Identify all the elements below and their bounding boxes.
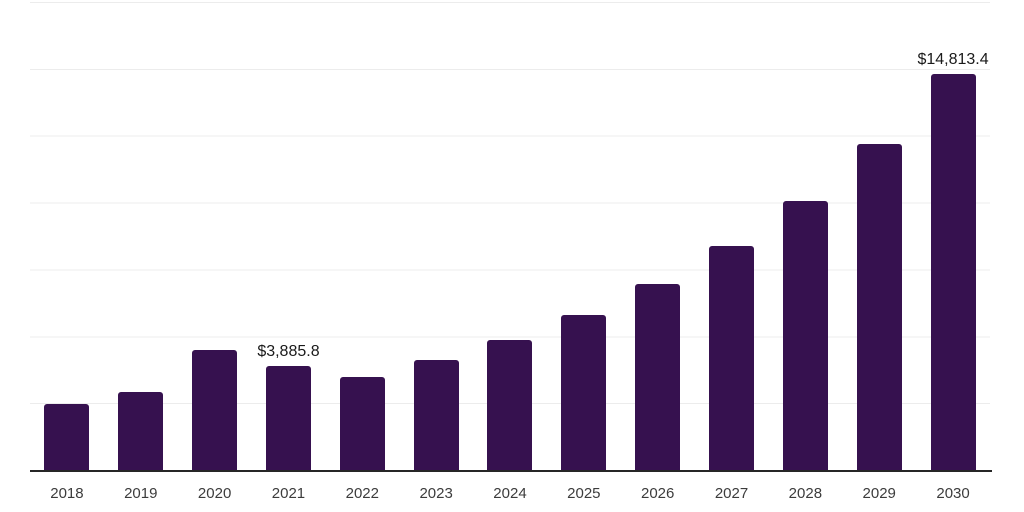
bar-slot-2018 <box>30 2 104 470</box>
bar-slot-2026 <box>621 2 695 470</box>
x-tick-label-2024: 2024 <box>493 485 527 502</box>
bar-2029 <box>856 144 902 470</box>
bar-slot-2024 <box>473 2 547 470</box>
plot-area: $3,885.8 $14,813.4 <box>30 2 990 470</box>
x-tick-label-2028: 2028 <box>788 485 823 502</box>
bar-2026 <box>635 283 681 470</box>
bar-2030 <box>930 73 976 470</box>
bar-slot-2025 <box>547 2 621 470</box>
bar-2018 <box>44 403 90 470</box>
bar-slot-2023 <box>399 2 473 470</box>
bar-slot-2020 <box>178 2 252 470</box>
bars-container: $3,885.8 $14,813.4 <box>30 2 990 470</box>
x-tick-label-2021: 2021 <box>271 485 306 502</box>
x-tick-label-2022: 2022 <box>345 485 379 502</box>
bar-2025 <box>561 314 607 470</box>
x-tick-label-2030: 2030 <box>936 485 970 502</box>
bar-slot-2021: $3,885.8 <box>252 2 326 470</box>
bar-slot-2030: $14,813.4 <box>916 2 990 470</box>
x-axis-labels: 2018 2019 2020 2021 2022 2023 2024 2025 2026 2027… <box>30 485 990 503</box>
bar-2022 <box>339 376 385 470</box>
bar-slot-2029 <box>842 2 916 470</box>
x-tick-label-2025: 2025 <box>567 485 601 502</box>
bar-2019 <box>118 392 164 470</box>
bar-2024 <box>487 340 533 470</box>
data-label-2030: $14,813.4 <box>917 50 989 68</box>
bar-slot-2028 <box>768 2 842 470</box>
x-tick-label-2029: 2029 <box>862 485 896 502</box>
bar-2028 <box>782 201 828 470</box>
bar-slot-2022 <box>325 2 399 470</box>
x-tick-label-2026: 2026 <box>640 485 675 502</box>
data-label-2021: $3,885.8 <box>257 343 320 361</box>
x-tick-label-2020: 2020 <box>197 485 232 502</box>
x-tick-label-2018: 2018 <box>50 485 84 502</box>
bar-slot-2027 <box>695 2 769 470</box>
bar-2023 <box>413 359 459 470</box>
bar-2020 <box>192 350 238 470</box>
x-axis-line <box>30 470 992 472</box>
bar-2021 <box>265 366 311 470</box>
bar-slot-2019 <box>104 2 178 470</box>
x-tick-label-2023: 2023 <box>419 485 453 502</box>
x-tick-label-2027: 2027 <box>714 485 749 502</box>
x-tick-label-2019: 2019 <box>124 485 158 502</box>
bar-2027 <box>709 246 755 470</box>
